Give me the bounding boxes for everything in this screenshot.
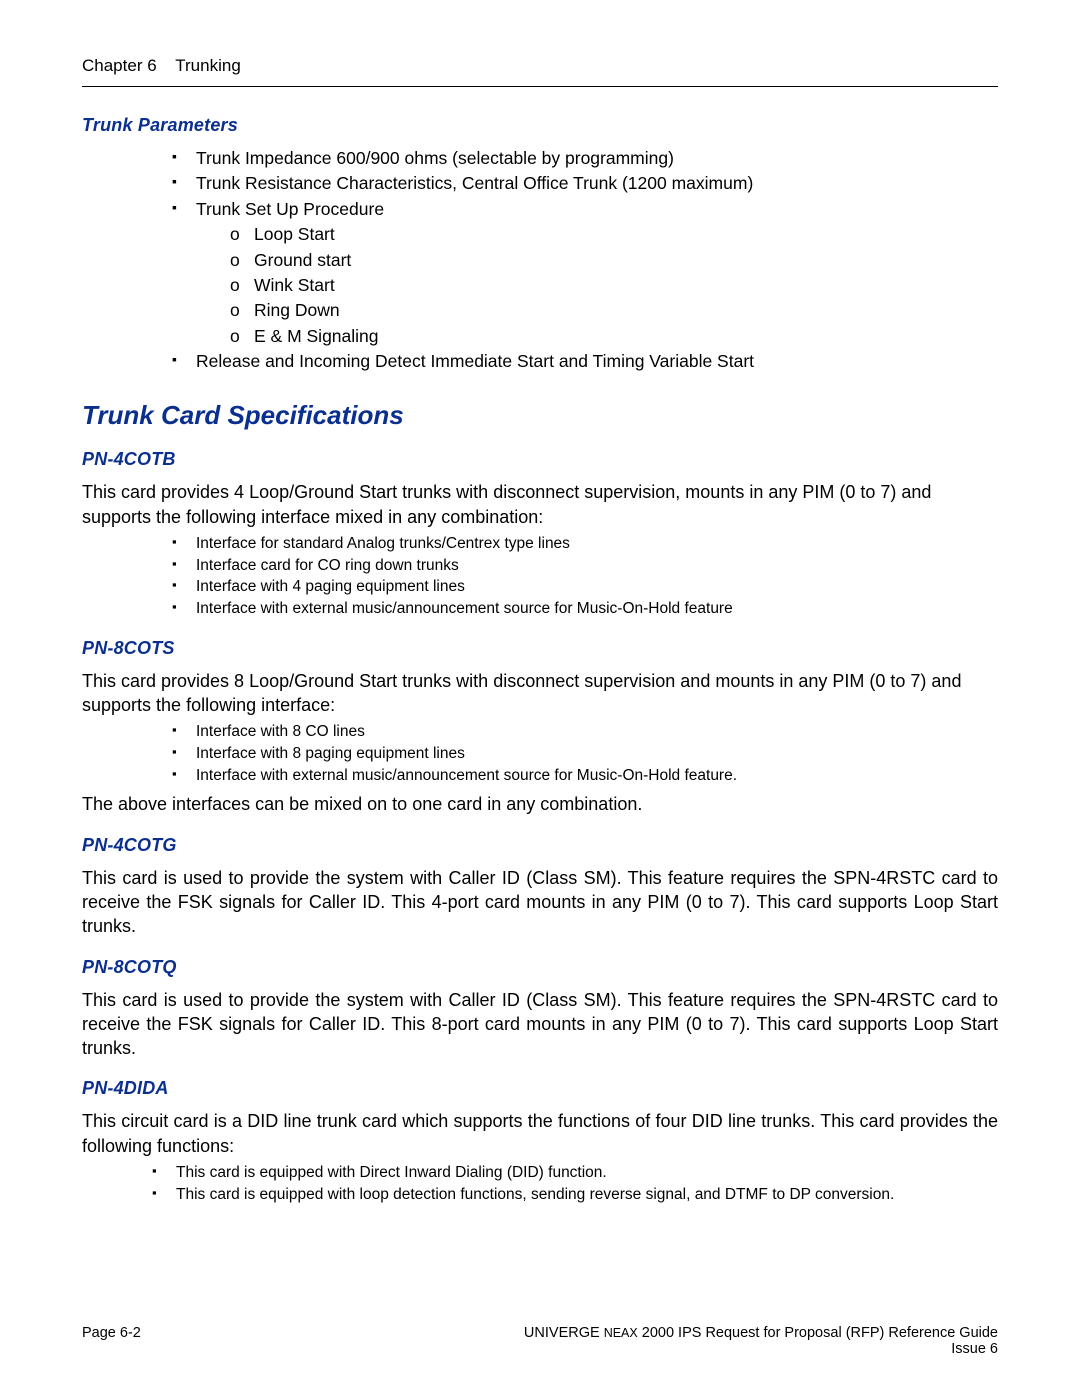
chapter-title: Trunking — [175, 56, 241, 75]
pn4cotb-list: Interface for standard Analog trunks/Cen… — [172, 533, 998, 620]
list-item: Loop Start — [230, 222, 998, 247]
pn4cotb-intro: This card provides 4 Loop/Ground Start t… — [82, 480, 998, 529]
list-item: Trunk Impedance 600/900 ohms (selectable… — [172, 146, 998, 171]
heading-trunk-card-specs: Trunk Card Specifications — [82, 400, 998, 431]
list-item: Interface with external music/announceme… — [172, 765, 998, 787]
list-item: Interface for standard Analog trunks/Cen… — [172, 533, 998, 555]
list-item: E & M Signaling — [230, 324, 998, 349]
page-container: Chapter 6 Trunking Trunk Parameters Trun… — [0, 0, 1080, 1397]
footer-issue: Issue 6 — [951, 1341, 998, 1357]
list-item: Interface with 8 paging equipment lines — [172, 743, 998, 765]
footer-rest: 2000 IPS Request for Proposal (RFP) Refe… — [638, 1325, 998, 1341]
header-divider — [82, 86, 998, 87]
pn4cotg-body: This card is used to provide the system … — [82, 866, 998, 939]
heading-trunk-parameters: Trunk Parameters — [82, 115, 998, 136]
list-item: Interface with 8 CO lines — [172, 721, 998, 743]
setup-sublist: Loop Start Ground start Wink Start Ring … — [230, 222, 998, 349]
pn4dida-list: This card is equipped with Direct Inward… — [152, 1162, 998, 1205]
trunk-parameters-list: Trunk Impedance 600/900 ohms (selectable… — [172, 146, 998, 374]
pn8cots-outro: The above interfaces can be mixed on to … — [82, 792, 998, 816]
heading-pn8cotq: PN-8COTQ — [82, 957, 998, 978]
footer-brand: UNIVERGE — [524, 1325, 604, 1341]
footer-right: UNIVERGE NEAX 2000 IPS Request for Propo… — [524, 1325, 998, 1357]
pn8cotq-body: This card is used to provide the system … — [82, 988, 998, 1061]
chapter-line: Chapter 6 Trunking — [82, 56, 998, 76]
list-item: Ring Down — [230, 298, 998, 323]
page-footer: Page 6-2 UNIVERGE NEAX 2000 IPS Request … — [82, 1325, 998, 1357]
list-item: Trunk Resistance Characteristics, Centra… — [172, 171, 998, 196]
heading-pn4dida: PN-4DIDA — [82, 1078, 998, 1099]
list-item: Interface with external music/announceme… — [172, 598, 998, 620]
list-item: Interface with 4 paging equipment lines — [172, 576, 998, 598]
footer-neax: NEAX — [604, 1326, 638, 1340]
heading-pn4cotb: PN-4COTB — [82, 449, 998, 470]
heading-pn8cots: PN-8COTS — [82, 638, 998, 659]
list-item: This card is equipped with Direct Inward… — [152, 1162, 998, 1184]
list-item: Release and Incoming Detect Immediate St… — [172, 349, 998, 374]
footer-page-number: Page 6-2 — [82, 1325, 141, 1341]
heading-pn4cotg: PN-4COTG — [82, 835, 998, 856]
list-item: Interface card for CO ring down trunks — [172, 555, 998, 577]
footer-doc-title: UNIVERGE NEAX 2000 IPS Request for Propo… — [524, 1325, 998, 1341]
list-item: Ground start — [230, 248, 998, 273]
list-item: Trunk Set Up Procedure Loop Start Ground… — [172, 197, 998, 349]
list-item: Wink Start — [230, 273, 998, 298]
list-item-label: Trunk Set Up Procedure — [196, 199, 384, 219]
pn8cots-intro: This card provides 8 Loop/Ground Start t… — [82, 669, 998, 718]
list-item: This card is equipped with loop detectio… — [152, 1184, 998, 1206]
pn4dida-intro: This circuit card is a DID line trunk ca… — [82, 1109, 998, 1158]
chapter-label: Chapter 6 — [82, 56, 157, 75]
pn8cots-list: Interface with 8 CO lines Interface with… — [172, 721, 998, 786]
